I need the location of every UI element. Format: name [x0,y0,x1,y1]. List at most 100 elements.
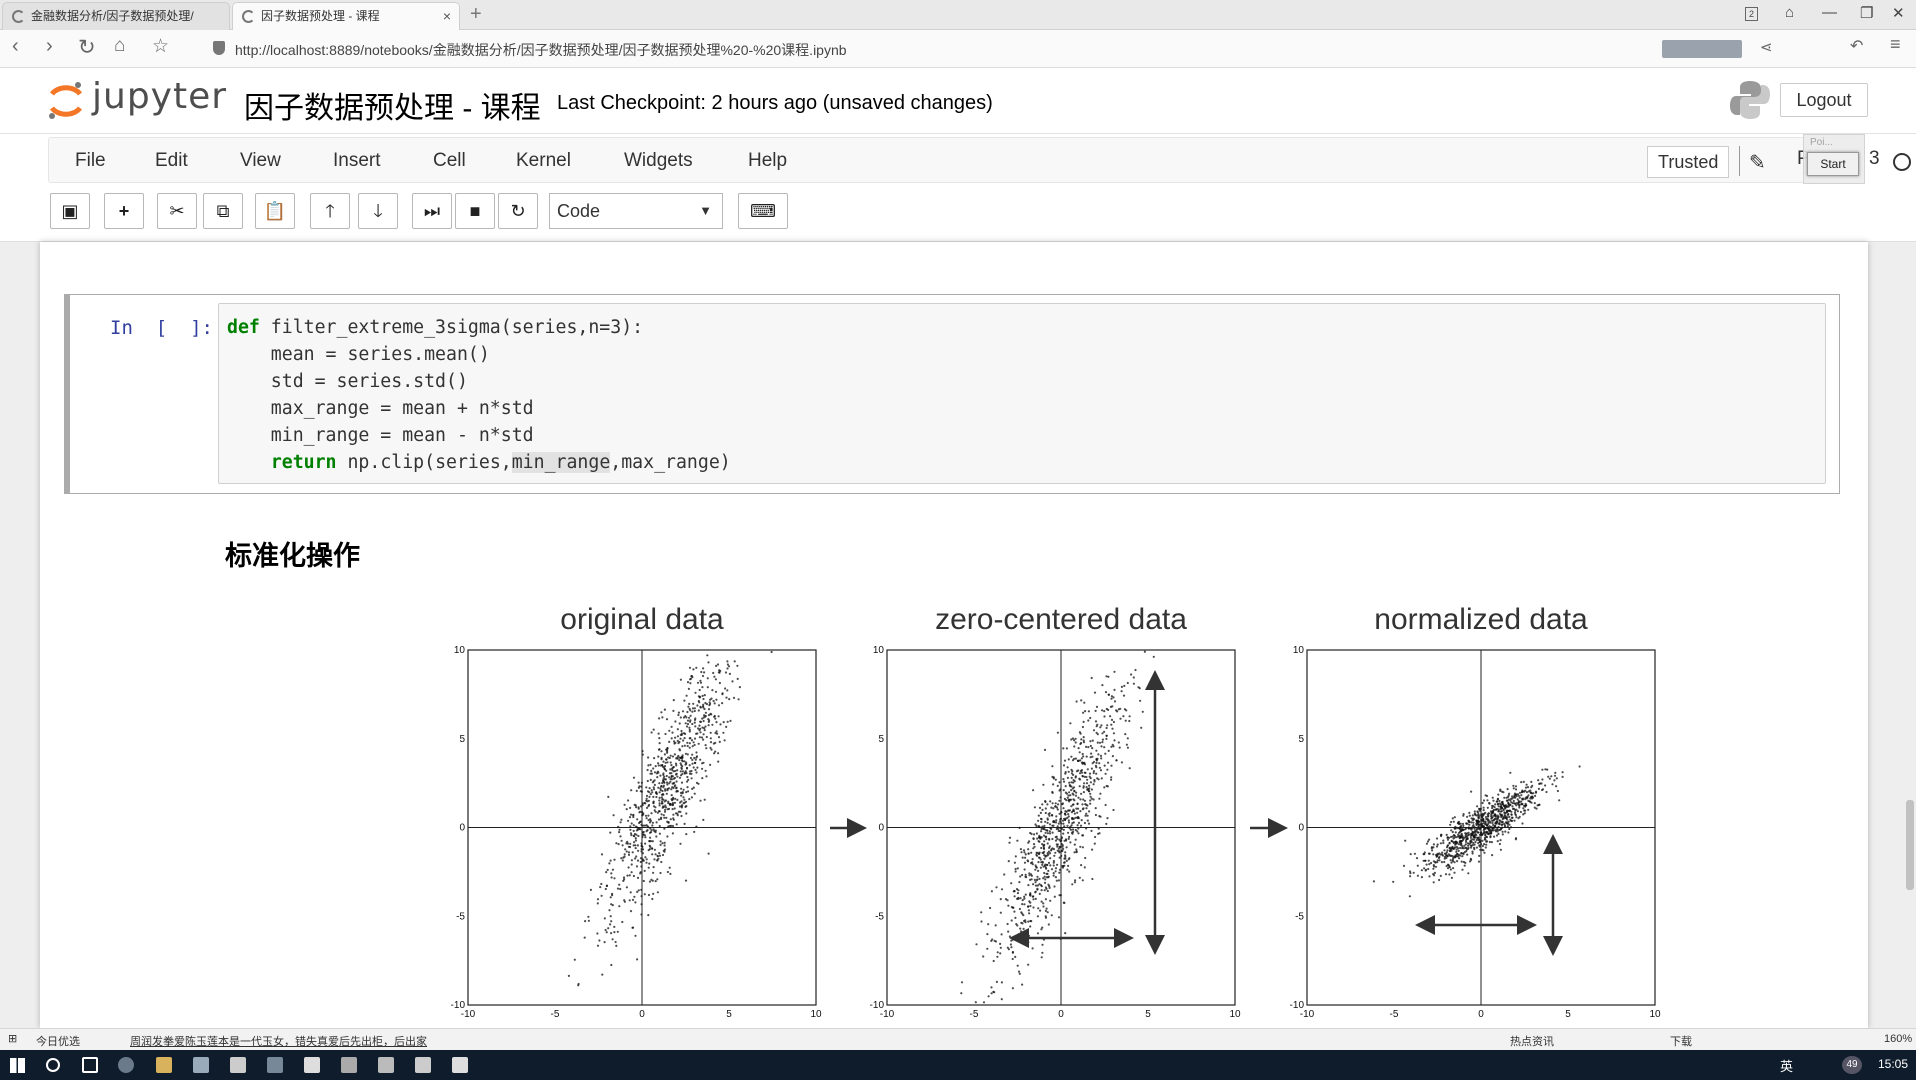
run-button[interactable]: ⏭ [412,193,452,229]
app-icon[interactable] [378,1057,394,1073]
menu-cell[interactable]: Cell [433,150,466,171]
save-button[interactable]: ▣ [50,193,90,229]
zoom-level[interactable]: 160% [1884,1033,1913,1045]
jupyter-logo-text[interactable]: jupyter [92,76,228,117]
data-point [1006,922,1009,926]
app-icon[interactable] [452,1057,468,1073]
notebook-title[interactable]: 因子数据预处理 - 课程 [244,92,541,125]
shirt-icon[interactable]: ⌂ [1785,4,1795,21]
search-icon[interactable] [46,1058,60,1072]
browser-tab-2[interactable]: 因子数据预处理 - 课程 × [232,2,460,30]
input-method-indicator[interactable]: 英 [1780,1059,1794,1074]
new-tab-icon[interactable]: + [470,3,482,25]
reload-icon[interactable]: ↻ [78,36,96,59]
restore-icon[interactable]: ❐ [1860,5,1874,22]
data-point [1072,781,1075,784]
extension-icon[interactable] [1662,40,1742,58]
menu-insert[interactable]: Insert [333,150,381,171]
data-point [609,831,612,834]
data-point [1048,812,1051,815]
data-point [1501,833,1504,836]
task-view-icon[interactable] [82,1057,98,1073]
data-point [679,791,683,794]
status-left-text[interactable]: 今日优选 [36,1036,80,1048]
scrollbar-thumb[interactable] [1906,800,1914,890]
menu-widgets[interactable]: Widgets [624,150,693,171]
restart-button[interactable]: ↻ [498,193,538,229]
y-tick-label: 10 [454,645,466,656]
data-point [1451,830,1454,834]
data-point [1057,822,1060,825]
code-cell[interactable]: In [ ]: def filter_extreme_3sigma(series… [64,294,1840,494]
move-down-button[interactable]: 🡓 [358,193,398,229]
app-icon[interactable] [267,1057,283,1073]
back-icon[interactable]: ‹ [12,35,19,57]
hot-news-label[interactable]: 热点资讯 [1510,1036,1554,1048]
data-point [1489,825,1492,828]
browser-app-icon[interactable] [118,1057,134,1073]
data-point [1457,827,1460,830]
data-point [1548,777,1551,780]
minimize-icon[interactable]: — [1822,4,1837,21]
cut-button[interactable]: ✂ [157,193,197,229]
data-point [1051,837,1054,841]
undo-icon[interactable]: ↶ [1850,38,1864,55]
app-icon[interactable] [304,1057,320,1073]
share-icon[interactable]: ⋖ [1760,39,1773,56]
download-label[interactable]: 下载 [1670,1036,1692,1048]
menu-view[interactable]: View [240,150,281,171]
app-icon[interactable] [341,1057,357,1073]
menu-help[interactable]: Help [748,150,788,171]
data-point [1048,830,1051,833]
jupyter-logo-icon[interactable] [46,80,86,122]
windows-start-icon[interactable] [10,1058,25,1073]
data-point [688,798,691,801]
app-icon[interactable] [415,1057,431,1073]
cell-type-select[interactable]: Code ▼ [549,193,723,229]
menu-icon[interactable]: ≡ [1890,34,1901,54]
browser-tab-1[interactable]: 金融数据分析/因子数据预处理/ [2,2,230,30]
data-point [1057,803,1060,806]
menu-edit[interactable]: Edit [155,150,188,171]
menu-kernel[interactable]: Kernel [516,150,571,171]
data-point [660,750,663,753]
close-tab-icon[interactable]: × [442,8,451,24]
paste-button[interactable]: 📋 [255,193,295,229]
star-icon[interactable]: ☆ [152,36,170,57]
start-button[interactable]: Start [1807,152,1859,176]
insert-cell-button[interactable]: + [104,193,144,229]
data-point [1110,745,1113,748]
taskbar-clock[interactable]: 15:05 [1878,1057,1909,1071]
forward-icon[interactable]: › [46,35,53,57]
folder-app-icon[interactable] [156,1057,172,1073]
trusted-indicator[interactable]: Trusted [1647,146,1730,178]
data-point [1058,868,1062,871]
data-point [688,730,691,733]
pencil-icon[interactable]: ✎ [1749,152,1766,174]
copy-button[interactable]: ⧉ [203,193,243,229]
home-icon[interactable]: ⌂ [114,35,126,56]
logout-button[interactable]: Logout [1780,83,1868,117]
data-point [1073,745,1076,748]
interrupt-button[interactable]: ■ [455,193,495,229]
move-up-button[interactable]: 🡑 [310,193,350,229]
app-icon[interactable] [193,1057,209,1073]
data-point [632,829,635,832]
data-point [1494,814,1497,817]
command-palette-button[interactable]: ⌨ [738,193,788,229]
notification-badge[interactable]: 49 [1842,1056,1862,1074]
app-icon[interactable] [230,1057,246,1073]
code-editor[interactable]: def filter_extreme_3sigma(series,n=3): m… [218,303,1826,484]
data-point [1432,865,1436,868]
data-point [648,880,652,883]
code-text[interactable]: def filter_extreme_3sigma(series,n=3): m… [227,314,731,476]
data-point [1056,784,1059,787]
data-point [1498,799,1501,803]
news-link[interactable]: 周润发拳爱陈玉莲本是一代玉女，错失真爱后先出柜，后出家 [130,1036,427,1048]
close-window-icon[interactable]: ✕ [1892,5,1905,22]
url-field[interactable]: http://localhost:8889/notebooks/金融数据分析/因… [235,42,847,58]
data-point [1510,813,1513,816]
menu-file[interactable]: File [75,150,106,171]
tab-count-icon[interactable]: 2 [1745,7,1758,21]
data-point [1467,844,1470,847]
